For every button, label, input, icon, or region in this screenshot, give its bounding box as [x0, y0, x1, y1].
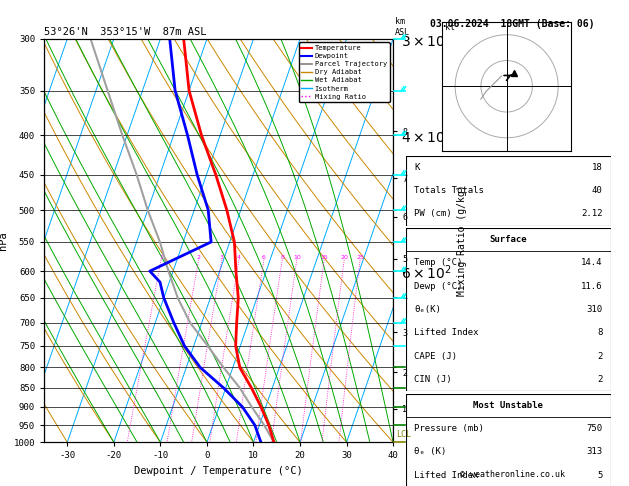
- Text: Surface: Surface: [489, 235, 527, 244]
- Text: K: K: [414, 163, 420, 172]
- Text: CAPE (J): CAPE (J): [414, 352, 457, 361]
- Text: 1: 1: [159, 255, 163, 260]
- Legend: Temperature, Dewpoint, Parcel Trajectory, Dry Adiabat, Wet Adiabat, Isotherm, Mi: Temperature, Dewpoint, Parcel Trajectory…: [299, 42, 389, 103]
- Text: 310: 310: [586, 305, 603, 314]
- Text: 4: 4: [237, 255, 241, 260]
- Text: Most Unstable: Most Unstable: [473, 401, 543, 410]
- Y-axis label: Mixing Ratio (g/kg): Mixing Ratio (g/kg): [457, 185, 467, 296]
- Text: PW (cm): PW (cm): [414, 209, 452, 218]
- Text: 8: 8: [597, 329, 603, 337]
- Text: 5: 5: [597, 471, 603, 480]
- Y-axis label: hPa: hPa: [0, 231, 8, 250]
- Text: 2: 2: [197, 255, 201, 260]
- X-axis label: Dewpoint / Temperature (°C): Dewpoint / Temperature (°C): [134, 466, 303, 476]
- Text: θₑ (K): θₑ (K): [414, 448, 446, 456]
- Text: 11.6: 11.6: [581, 282, 603, 291]
- Text: 25: 25: [356, 255, 364, 260]
- Text: 2.12: 2.12: [581, 209, 603, 218]
- Text: 14.4: 14.4: [581, 259, 603, 267]
- Text: 03.06.2024  18GMT (Base: 06): 03.06.2024 18GMT (Base: 06): [430, 19, 595, 30]
- Text: © weatheronline.co.uk: © weatheronline.co.uk: [460, 469, 565, 479]
- Text: 313: 313: [586, 448, 603, 456]
- Text: Totals Totals: Totals Totals: [414, 186, 484, 195]
- Text: 20: 20: [340, 255, 348, 260]
- Text: θₑ(K): θₑ(K): [414, 305, 441, 314]
- Text: Lifted Index: Lifted Index: [414, 471, 479, 480]
- Text: kt: kt: [445, 22, 455, 32]
- Text: 8: 8: [281, 255, 284, 260]
- Text: 15: 15: [320, 255, 328, 260]
- Text: 40: 40: [592, 186, 603, 195]
- Text: Lifted Index: Lifted Index: [414, 329, 479, 337]
- Text: 2: 2: [597, 352, 603, 361]
- Text: LCL: LCL: [397, 430, 411, 439]
- Text: Pressure (mb): Pressure (mb): [414, 424, 484, 433]
- Text: km
ASL: km ASL: [395, 17, 410, 37]
- Text: 2: 2: [597, 375, 603, 384]
- Text: 10: 10: [293, 255, 301, 260]
- Text: 3: 3: [220, 255, 224, 260]
- Text: 6: 6: [262, 255, 266, 260]
- Text: Dewp (°C): Dewp (°C): [414, 282, 462, 291]
- Text: 53°26'N  353°15'W  87m ASL: 53°26'N 353°15'W 87m ASL: [44, 27, 206, 37]
- Text: CIN (J): CIN (J): [414, 375, 452, 384]
- Text: 18: 18: [592, 163, 603, 172]
- Text: Temp (°C): Temp (°C): [414, 259, 462, 267]
- Text: 750: 750: [586, 424, 603, 433]
